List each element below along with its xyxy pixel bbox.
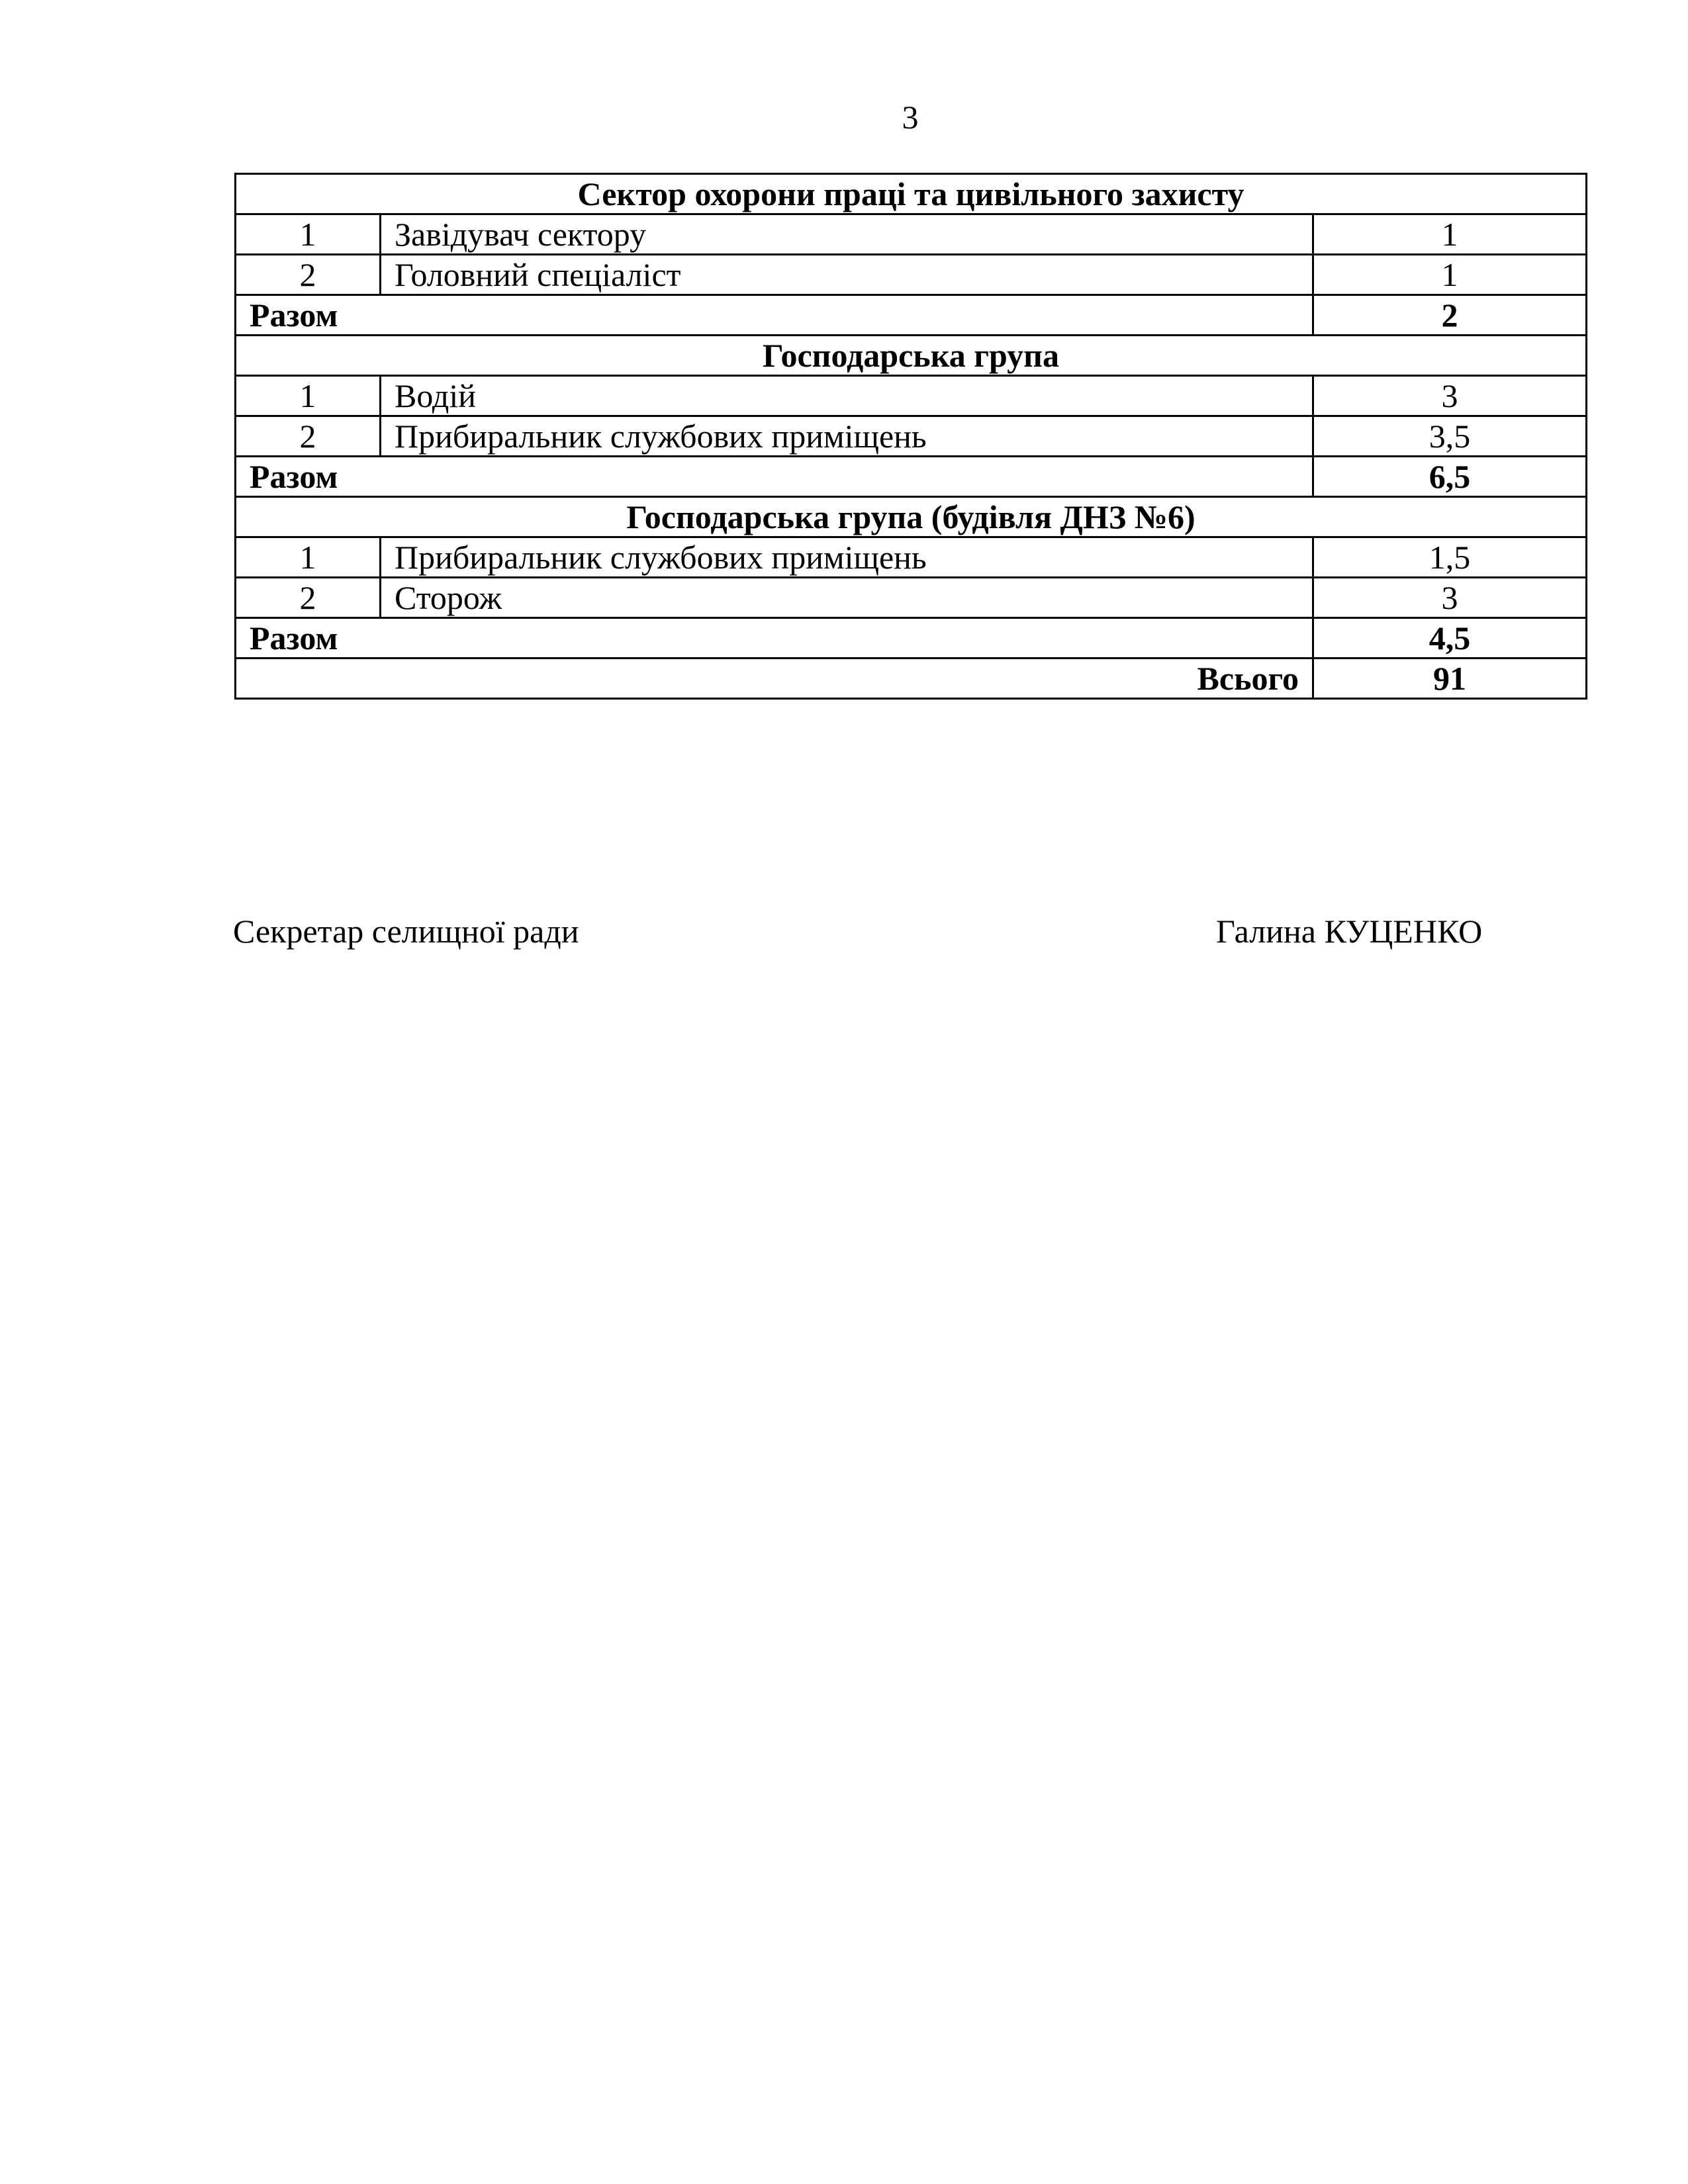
section-title: Господарська група xyxy=(234,334,1587,377)
grand-total-value: 91 xyxy=(1312,657,1587,700)
staff-count: 1 xyxy=(1312,213,1587,255)
table-row: 2 Прибиральник службових приміщень 3,5 xyxy=(234,415,1587,457)
staff-count: 3,5 xyxy=(1312,415,1587,457)
table-row: 2 Сторож 3 xyxy=(234,576,1587,619)
subtotal-label: Разом xyxy=(234,617,1314,659)
position-name: Головний спеціаліст xyxy=(379,253,1314,296)
subtotal-row: Разом 4,5 xyxy=(234,617,1587,659)
table-row: 1 Завідувач сектору 1 xyxy=(234,213,1587,255)
row-number: 1 xyxy=(234,536,381,578)
section-header-row: Господарська група xyxy=(234,334,1587,377)
table-row: 2 Головний спеціаліст 1 xyxy=(234,253,1587,296)
table-row: 1 Прибиральник службових приміщень 1,5 xyxy=(234,536,1587,578)
table-row: 1 Водій 3 xyxy=(234,375,1587,417)
row-number: 1 xyxy=(234,213,381,255)
position-name: Водій xyxy=(379,375,1314,417)
section-header-row: Сектор охорони праці та цивільного захис… xyxy=(234,173,1587,215)
row-number: 2 xyxy=(234,576,381,619)
section-title: Сектор охорони праці та цивільного захис… xyxy=(234,173,1587,215)
position-name: Завідувач сектору xyxy=(379,213,1314,255)
staff-table: Сектор охорони праці та цивільного захис… xyxy=(234,173,1587,700)
position-name: Сторож xyxy=(379,576,1314,619)
signatory-title: Секретар селищної ради xyxy=(233,913,579,950)
subtotal-label: Разом xyxy=(234,294,1314,336)
staff-count: 3 xyxy=(1312,576,1587,619)
position-name: Прибиральник службових приміщень xyxy=(379,415,1314,457)
section-title: Господарська група (будівля ДНЗ №6) xyxy=(234,496,1587,538)
position-name: Прибиральник службових приміщень xyxy=(379,536,1314,578)
staff-count: 1,5 xyxy=(1312,536,1587,578)
signatory-name: Галина КУЦЕНКО xyxy=(1216,913,1483,950)
staff-count: 3 xyxy=(1312,375,1587,417)
row-number: 2 xyxy=(234,253,381,296)
staff-count: 1 xyxy=(1312,253,1587,296)
subtotal-row: Разом 6,5 xyxy=(234,455,1587,498)
row-number: 1 xyxy=(234,375,381,417)
row-number: 2 xyxy=(234,415,381,457)
subtotal-value: 4,5 xyxy=(1312,617,1587,659)
subtotal-value: 2 xyxy=(1312,294,1587,336)
grand-total-row: Всього 91 xyxy=(234,657,1587,700)
subtotal-label: Разом xyxy=(234,455,1314,498)
grand-total-label: Всього xyxy=(234,657,1314,700)
subtotal-value: 6,5 xyxy=(1312,455,1587,498)
page-number: 3 xyxy=(902,99,919,136)
subtotal-row: Разом 2 xyxy=(234,294,1587,336)
section-header-row: Господарська група (будівля ДНЗ №6) xyxy=(234,496,1587,538)
